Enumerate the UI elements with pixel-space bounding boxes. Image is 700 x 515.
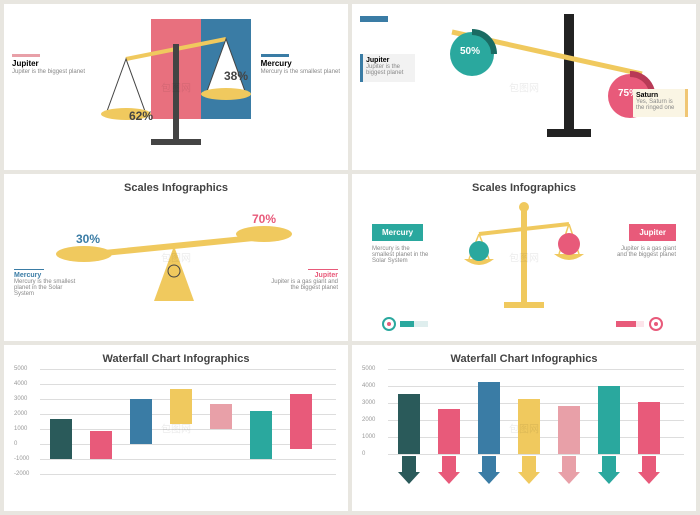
pct-left: 30% — [500, 244, 514, 251]
pct-right: 70% — [587, 236, 601, 243]
bar — [90, 431, 112, 459]
bar — [50, 419, 72, 459]
bar — [170, 389, 192, 424]
y-label: 0 — [14, 441, 17, 447]
arrow-down-icon — [478, 456, 500, 486]
label-jupiter: Jupiter Jupiter is the biggest planet — [360, 54, 415, 82]
planet-name: Jupiter — [268, 272, 338, 279]
y-label: 3000 — [14, 396, 27, 402]
panel-scale-4: Scales Infographics Mercury Jupiter Merc… — [352, 174, 696, 340]
panel-waterfall-1: Waterfall Chart Infographics 5000 4000 300… — [4, 345, 348, 511]
bar — [398, 394, 420, 454]
label-jupiter: Jupiter Jupiter is a gas giant and the b… — [268, 269, 338, 291]
planet-name: Jupiter — [12, 59, 85, 68]
label-mercury: Mercury Mercury is the smallest planet — [261, 54, 340, 76]
planet-desc: Mercury is the smallest planet — [261, 69, 340, 76]
arrow-down-icon — [558, 456, 580, 486]
panel-scale-2: 50% 75% Jupiter Jupiter is the biggest p… — [352, 4, 696, 170]
progress-right-icon — [616, 317, 666, 331]
bar — [558, 406, 580, 454]
jupiter-button[interactable]: Jupiter — [629, 224, 676, 241]
color-bar — [261, 54, 289, 57]
y-label: 1000 — [14, 426, 27, 432]
bar — [130, 399, 152, 444]
bar — [638, 402, 660, 454]
y-label: 5000 — [14, 366, 27, 372]
label-saturn: Saturn Yes, Saturn is the ringed one — [633, 89, 688, 117]
y-label: 0 — [362, 451, 365, 457]
waterfall-chart: 5000 4000 3000 2000 1000 0 — [360, 369, 688, 489]
panel-title: Scales Infographics — [360, 182, 688, 194]
bar — [438, 409, 460, 454]
progress-left-icon — [382, 317, 432, 331]
arrow-down-icon — [598, 456, 620, 486]
bar — [478, 382, 500, 454]
justice-scale-icon — [454, 199, 594, 319]
pct-right: 70% — [252, 212, 276, 226]
y-label: -1000 — [14, 456, 29, 462]
label-mercury: Mercury Mercury is the smallest planet i… — [14, 269, 84, 297]
bar — [250, 411, 272, 459]
panel-title: Waterfall Chart Infographics — [360, 353, 688, 365]
planet-name: Mercury — [261, 59, 340, 68]
pct-left: 50% — [460, 46, 480, 57]
planet-name: Mercury — [14, 272, 84, 279]
planet-name: Jupiter — [366, 57, 412, 64]
color-bar — [12, 54, 40, 57]
bar — [290, 394, 312, 449]
panel-scale-1: Jupiter Jupiter is the biggest planet Me… — [4, 4, 348, 170]
y-label: 2000 — [362, 417, 375, 423]
balance-scale-icon — [96, 14, 256, 154]
bar — [518, 399, 540, 454]
planet-desc: Jupiter is the biggest planet — [366, 64, 412, 76]
pct-right: 38% — [224, 69, 248, 83]
panel-waterfall-2: Waterfall Chart Infographics 5000 4000 300… — [352, 345, 696, 511]
planet-desc: Yes, Saturn is the ringed one — [636, 99, 682, 111]
pct-left: 62% — [129, 109, 153, 123]
planet-desc: Jupiter is a gas giant and the biggest p… — [268, 279, 338, 291]
mercury-desc: Mercury is the smallest planet in the So… — [372, 246, 432, 264]
y-label: 5000 — [362, 366, 375, 372]
y-label: 3000 — [362, 400, 375, 406]
bar — [598, 386, 620, 454]
planet-desc: Mercury is the smallest planet in the So… — [14, 279, 84, 297]
planet-desc: Jupiter is the biggest planet — [12, 69, 85, 76]
panel-scale-3: Scales Infographics 30% 70% Mercury Merc… — [4, 174, 348, 340]
y-label: 1000 — [362, 434, 375, 440]
mercury-button[interactable]: Mercury — [372, 224, 423, 241]
panel-title: Waterfall Chart Infographics — [12, 353, 340, 365]
arrow-down-icon — [398, 456, 420, 486]
pct-left: 30% — [76, 232, 100, 246]
arrow-down-icon — [518, 456, 540, 486]
bar — [210, 404, 232, 429]
seesaw-scale-icon — [4, 196, 344, 316]
y-label: 4000 — [14, 381, 27, 387]
waterfall-chart: 5000 4000 3000 2000 1000 0 -1000 -2000 — [12, 369, 340, 489]
y-label: 4000 — [362, 383, 375, 389]
panel-title: Scales Infographics — [12, 182, 340, 194]
label-jupiter: Jupiter Jupiter is the biggest planet — [12, 54, 85, 76]
jupiter-desc: Jupiter is a gas giant and the biggest p… — [616, 246, 676, 258]
y-label: -2000 — [14, 471, 29, 477]
y-label: 2000 — [14, 411, 27, 417]
arrow-down-icon — [438, 456, 460, 486]
arrow-down-icon — [638, 456, 660, 486]
planet-name: Saturn — [636, 92, 682, 99]
